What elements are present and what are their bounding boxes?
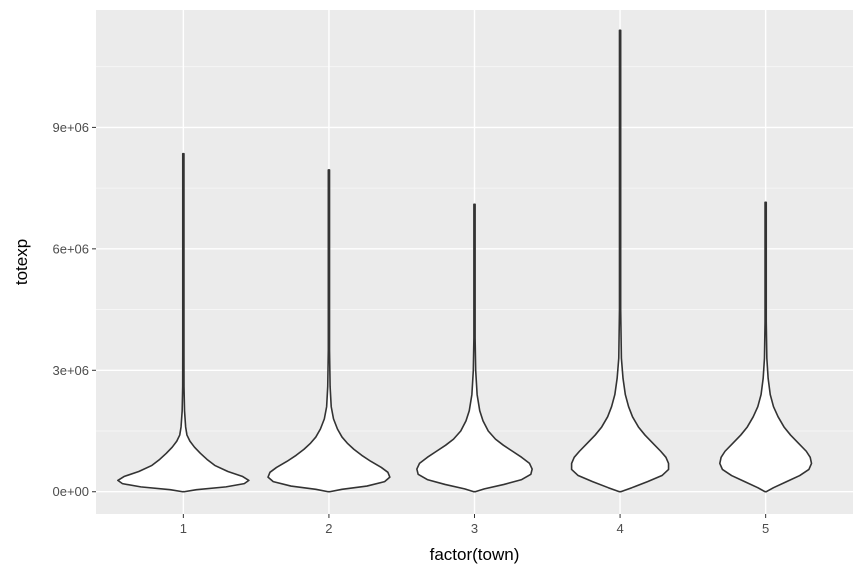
y-axis-title: totexp <box>12 239 31 285</box>
violin-4 <box>570 29 670 493</box>
y-tick-label: 9e+06 <box>52 120 89 135</box>
violins <box>117 29 813 493</box>
x-tick-label: 1 <box>180 521 187 536</box>
x-tick-label: 4 <box>616 521 623 536</box>
y-tick-label: 0e+00 <box>52 484 89 499</box>
x-axis: 1 2 3 4 5 <box>180 514 769 536</box>
y-tick-label: 3e+06 <box>52 363 89 378</box>
x-tick-label: 2 <box>325 521 332 536</box>
y-axis: 0e+00 3e+06 6e+06 9e+06 <box>52 120 96 499</box>
violin-2 <box>267 169 391 493</box>
y-tick-label: 6e+06 <box>52 241 89 256</box>
violin-3 <box>416 203 533 493</box>
x-tick-label: 5 <box>762 521 769 536</box>
x-axis-title: factor(town) <box>430 545 520 564</box>
violin-1 <box>117 152 250 493</box>
x-tick-label: 3 <box>471 521 478 536</box>
violin-5 <box>719 201 813 493</box>
